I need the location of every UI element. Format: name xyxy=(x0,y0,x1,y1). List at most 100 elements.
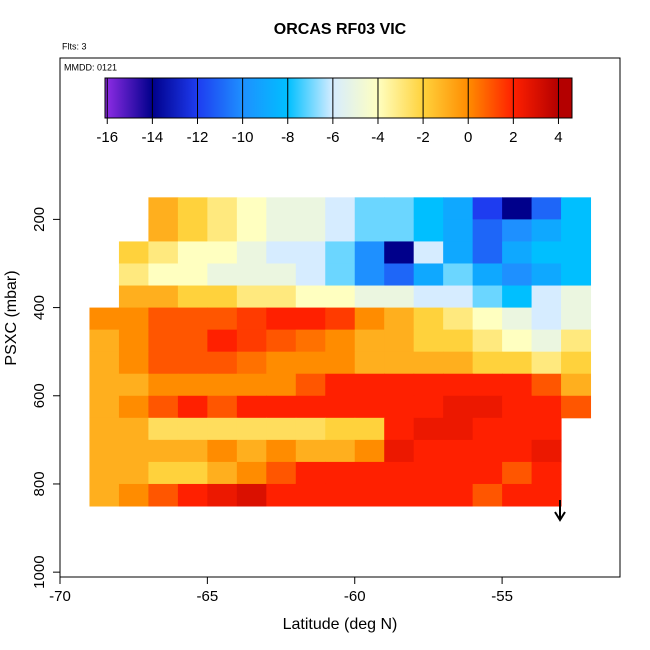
heat-cell xyxy=(354,373,385,397)
heat-cell xyxy=(354,241,385,264)
heat-cell xyxy=(413,439,444,463)
heat-cell xyxy=(472,439,503,463)
heat-cell xyxy=(295,483,326,507)
heat-cell xyxy=(384,241,415,264)
heat-cell xyxy=(207,417,238,441)
heat-cell xyxy=(89,395,120,419)
heat-cell xyxy=(443,461,474,485)
heat-cell xyxy=(502,197,533,220)
heat-cell xyxy=(354,395,385,419)
heat-cell xyxy=(413,263,444,287)
heat-cell xyxy=(384,395,415,419)
heat-cell xyxy=(502,417,533,441)
heat-cell xyxy=(531,461,562,485)
heat-cell xyxy=(561,307,592,331)
heat-cell xyxy=(443,351,474,375)
heat-cell xyxy=(148,197,179,220)
heat-cell xyxy=(236,219,267,242)
colorbar xyxy=(104,77,573,119)
heat-cell xyxy=(354,285,385,309)
heat-cell xyxy=(236,439,267,463)
heat-cell xyxy=(531,285,562,309)
heat-cell xyxy=(236,285,267,309)
heat-cell xyxy=(502,285,533,309)
heat-cell xyxy=(89,439,120,463)
heat-cell xyxy=(89,483,120,507)
heat-cell xyxy=(207,197,238,220)
heat-cell xyxy=(236,307,267,331)
colorbar-tick-label: -4 xyxy=(371,129,384,146)
heat-cell xyxy=(266,461,297,485)
heat-cell xyxy=(531,439,562,463)
heat-cell xyxy=(118,483,149,507)
heat-cell xyxy=(207,373,238,397)
heat-cell xyxy=(207,285,238,309)
heat-cell xyxy=(531,417,562,441)
heat-cell xyxy=(354,219,385,242)
heat-cell xyxy=(502,263,533,287)
heat-cell xyxy=(561,197,592,220)
heat-cell xyxy=(531,351,562,375)
heat-cell xyxy=(325,439,356,463)
y-tick-label: 200 xyxy=(31,207,48,232)
colorbar-tick-label: -8 xyxy=(281,129,294,146)
heat-cell xyxy=(295,241,326,264)
heat-cell xyxy=(561,395,592,419)
heat-cell xyxy=(531,329,562,353)
heat-cell xyxy=(89,351,120,375)
heat-cell xyxy=(384,417,415,441)
heat-cell xyxy=(118,263,149,287)
heat-cell xyxy=(472,329,503,353)
heat-cell xyxy=(472,351,503,375)
heat-cell xyxy=(443,219,474,242)
heat-cell xyxy=(443,307,474,331)
heat-cell xyxy=(266,307,297,331)
heat-cell xyxy=(325,219,356,242)
heat-cell xyxy=(295,197,326,220)
heat-cell xyxy=(502,219,533,242)
heat-cell xyxy=(118,461,149,485)
colorbar-tick-label: 2 xyxy=(509,129,517,146)
heat-cell xyxy=(384,461,415,485)
heat-cell xyxy=(413,219,444,242)
heat-cell xyxy=(236,351,267,375)
heat-cell xyxy=(236,461,267,485)
heat-cell xyxy=(443,417,474,441)
heat-cell xyxy=(472,197,503,220)
heat-cell xyxy=(266,373,297,397)
x-axis-label: Latitude (deg N) xyxy=(283,616,398,633)
heat-cell xyxy=(413,285,444,309)
heat-cell xyxy=(354,483,385,507)
heat-cell xyxy=(207,461,238,485)
heat-cell xyxy=(354,263,385,287)
heat-cell xyxy=(325,197,356,220)
heat-cell xyxy=(118,395,149,419)
heat-cell xyxy=(177,307,208,331)
colorbar-tick-label: -16 xyxy=(96,129,118,146)
heat-cell xyxy=(177,439,208,463)
heat-cell xyxy=(118,373,149,397)
heat-cell xyxy=(148,307,179,331)
chart-title: ORCAS RF03 VIC xyxy=(274,21,407,38)
heat-cell xyxy=(354,307,385,331)
colorbar-tick-label: 4 xyxy=(554,129,562,146)
heat-cell xyxy=(413,351,444,375)
heat-cell xyxy=(531,307,562,331)
heat-cell xyxy=(89,329,120,353)
heat-cell xyxy=(384,307,415,331)
heat-cell xyxy=(472,285,503,309)
heat-cell xyxy=(236,483,267,507)
heat-cell xyxy=(413,241,444,264)
heat-cell xyxy=(531,373,562,397)
heat-cell xyxy=(413,483,444,507)
heat-cell xyxy=(413,395,444,419)
heat-cell xyxy=(354,439,385,463)
heat-cell xyxy=(148,351,179,375)
heat-cell xyxy=(295,329,326,353)
heat-cell xyxy=(472,373,503,397)
y-tick-label: 1000 xyxy=(31,555,48,588)
heat-cell xyxy=(89,307,120,331)
heat-cell xyxy=(472,483,503,507)
heat-cell xyxy=(118,241,149,264)
